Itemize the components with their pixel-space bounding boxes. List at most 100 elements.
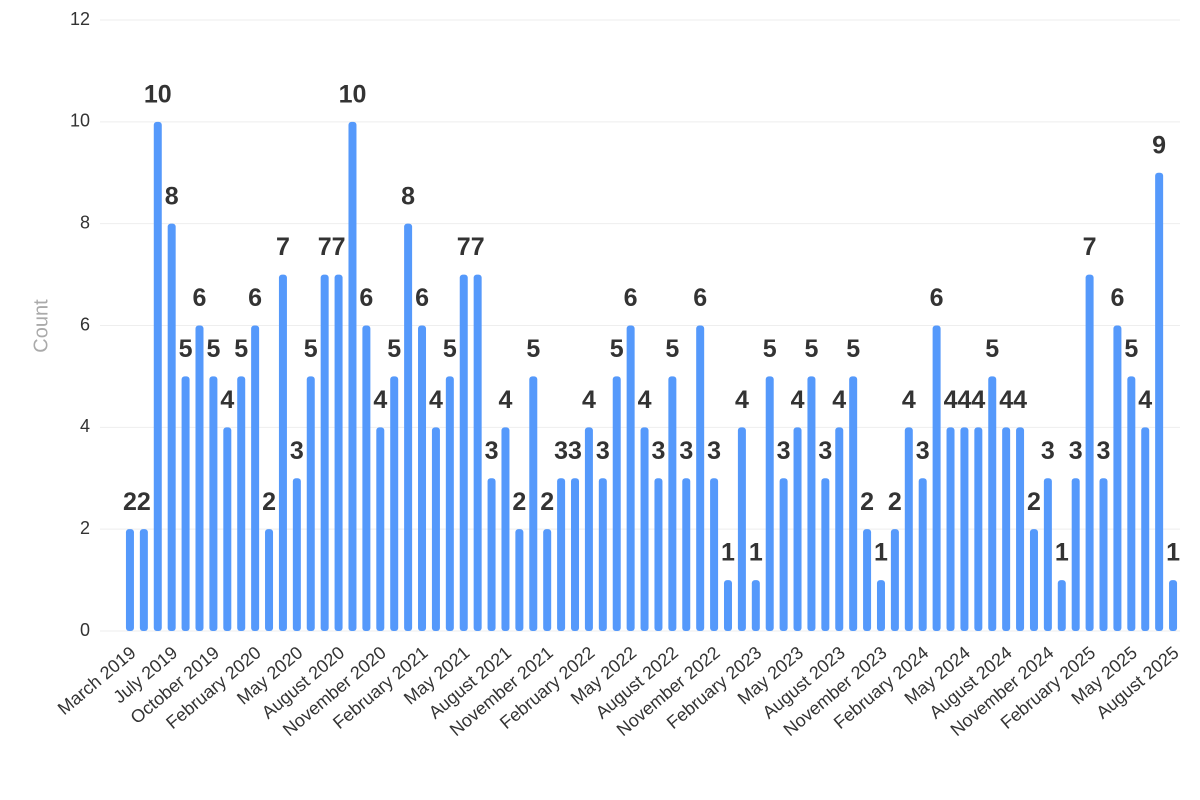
bar: [793, 427, 802, 631]
value-label: 7: [318, 233, 332, 261]
bar: [918, 478, 927, 631]
bar: [751, 580, 760, 631]
bar: [153, 121, 162, 631]
value-label: 6: [359, 284, 373, 312]
value-label: 4: [373, 386, 387, 414]
value-label: 2: [137, 488, 151, 516]
bar: [668, 376, 677, 631]
value-label: 1: [749, 539, 763, 567]
value-label: 10: [144, 80, 172, 108]
value-label: 4: [999, 386, 1013, 414]
bar: [209, 376, 218, 631]
bar: [334, 274, 343, 631]
bar: [626, 325, 635, 631]
bar: [195, 325, 204, 631]
value-label: 4: [791, 386, 805, 414]
bar: [835, 427, 844, 631]
bar: [946, 427, 955, 631]
y-tick-label: 0: [80, 620, 90, 640]
bar: [404, 223, 413, 631]
y-axis-label: Count: [30, 299, 52, 353]
bar: [459, 274, 468, 631]
bar: [737, 427, 746, 631]
value-label: 5: [763, 335, 777, 363]
value-label: 3: [777, 437, 791, 465]
bar: [376, 427, 385, 631]
value-label: 4: [220, 386, 234, 414]
value-label: 9: [1152, 131, 1166, 159]
bar: [723, 580, 732, 631]
bar: [251, 325, 260, 631]
value-label: 6: [193, 284, 207, 312]
bar: [278, 274, 287, 631]
value-label: 2: [860, 488, 874, 516]
value-label: 6: [693, 284, 707, 312]
bar: [265, 529, 274, 631]
value-label: 4: [944, 386, 958, 414]
value-label: 5: [665, 335, 679, 363]
value-label: 2: [1027, 488, 1041, 516]
y-tick-label: 2: [80, 518, 90, 538]
bar: [571, 478, 580, 631]
bar: [1141, 427, 1150, 631]
bar: [974, 427, 983, 631]
value-label: 5: [985, 335, 999, 363]
bar: [890, 529, 899, 631]
value-label: 5: [846, 335, 860, 363]
bar: [960, 427, 969, 631]
bar: [1057, 580, 1066, 631]
y-tick-label: 12: [70, 9, 90, 29]
value-label: 7: [457, 233, 471, 261]
value-label: 4: [582, 386, 596, 414]
value-label: 5: [304, 335, 318, 363]
value-label: 6: [930, 284, 944, 312]
bar: [390, 376, 399, 631]
bar: [431, 427, 440, 631]
bar: [237, 376, 246, 631]
bar: [1002, 427, 1011, 631]
value-label: 6: [248, 284, 262, 312]
bar: [904, 427, 913, 631]
value-label: 5: [526, 335, 540, 363]
y-tick-label: 10: [70, 111, 90, 131]
bar: [821, 478, 830, 631]
value-label: 3: [818, 437, 832, 465]
bar: [529, 376, 538, 631]
bar: [1016, 427, 1025, 631]
value-label: 1: [1055, 539, 1069, 567]
value-label: 1: [1166, 539, 1180, 567]
y-tick-label: 4: [80, 416, 90, 436]
y-tick-label: 8: [80, 212, 90, 232]
bar: [1043, 478, 1052, 631]
value-label: 6: [624, 284, 638, 312]
bar: [696, 325, 705, 631]
bar: [543, 529, 552, 631]
value-label: 4: [1013, 386, 1027, 414]
bar: [487, 478, 496, 631]
bar: [292, 478, 301, 631]
value-label: 3: [707, 437, 721, 465]
value-label: 7: [1083, 233, 1097, 261]
value-label: 5: [1124, 335, 1138, 363]
bar: [682, 478, 691, 631]
bar: [765, 376, 774, 631]
value-label: 4: [499, 386, 513, 414]
value-label: 3: [652, 437, 666, 465]
bar: [418, 325, 427, 631]
bar: [348, 121, 357, 631]
value-label: 3: [568, 437, 582, 465]
value-label: 3: [554, 437, 568, 465]
value-label: 5: [443, 335, 457, 363]
bar: [1113, 325, 1122, 631]
value-label: 7: [276, 233, 290, 261]
value-label: 1: [721, 539, 735, 567]
bar: [876, 580, 885, 631]
value-label: 5: [206, 335, 220, 363]
bar: [1127, 376, 1136, 631]
value-label: 3: [290, 437, 304, 465]
bar: [612, 376, 621, 631]
value-label: 2: [512, 488, 526, 516]
bar: [306, 376, 315, 631]
value-label: 3: [679, 437, 693, 465]
bar: [710, 478, 719, 631]
